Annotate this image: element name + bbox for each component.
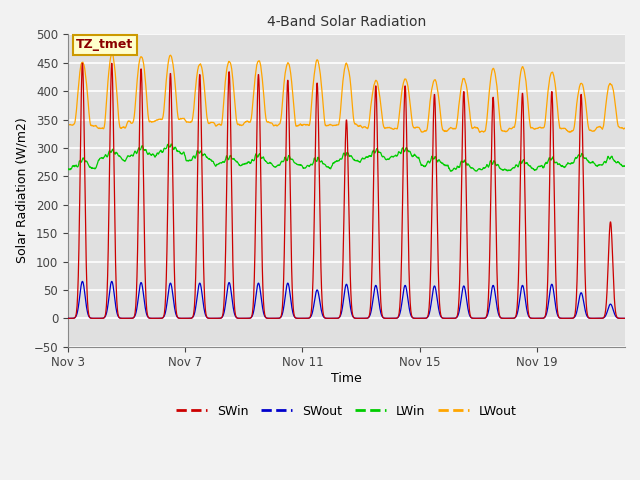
Y-axis label: Solar Radiation (W/m2): Solar Radiation (W/m2) (15, 118, 28, 264)
Legend: SWin, SWout, LWin, LWout: SWin, SWout, LWin, LWout (171, 400, 522, 423)
Title: 4-Band Solar Radiation: 4-Band Solar Radiation (267, 15, 426, 29)
Text: TZ_tmet: TZ_tmet (76, 38, 134, 51)
X-axis label: Time: Time (331, 372, 362, 385)
